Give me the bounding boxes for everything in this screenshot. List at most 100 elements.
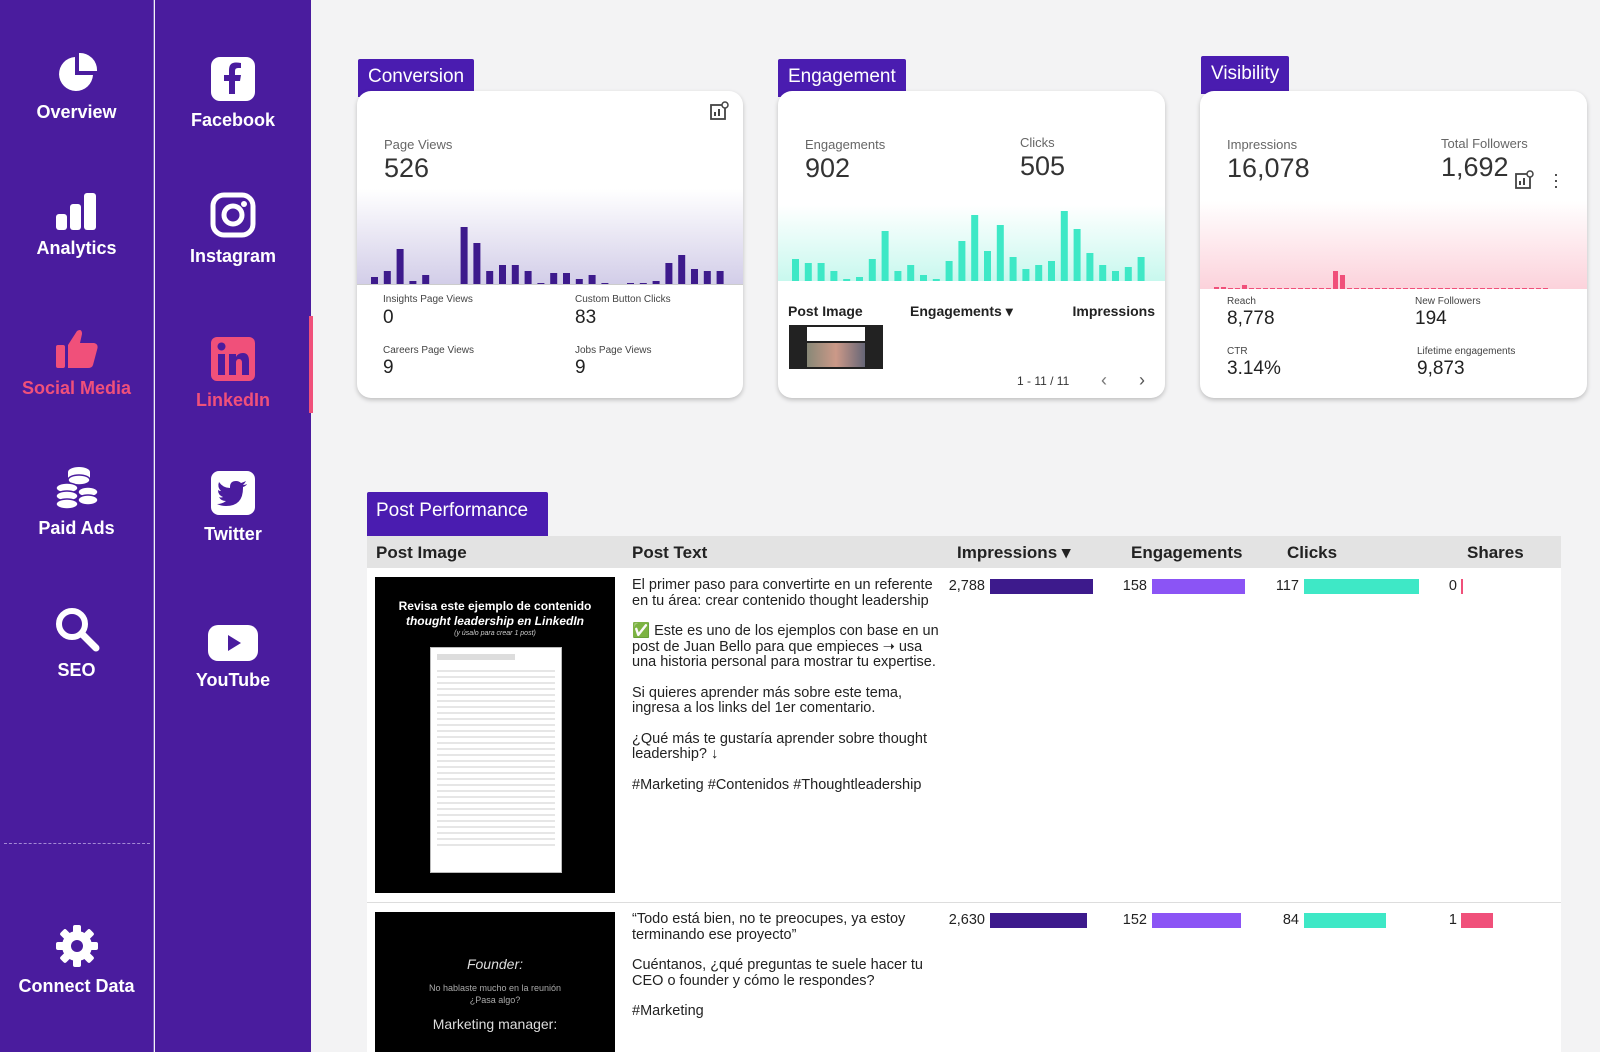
nav-youtube[interactable]: YouTube bbox=[155, 624, 311, 691]
chart-bar bbox=[1326, 288, 1331, 289]
chart-bar bbox=[1410, 288, 1415, 289]
chart-bar bbox=[396, 249, 404, 285]
th-post-text: Post Text bbox=[632, 543, 708, 562]
chart-bar bbox=[1235, 288, 1240, 289]
chart-bar bbox=[894, 271, 902, 281]
explore-chart-icon[interactable] bbox=[1514, 170, 1534, 190]
chart-bar bbox=[383, 271, 391, 285]
chart-bar bbox=[1459, 288, 1464, 289]
chart-bar bbox=[1035, 265, 1043, 281]
chart-bar bbox=[1214, 287, 1219, 289]
th-shares[interactable]: Shares bbox=[1467, 543, 1524, 562]
next-page-icon[interactable]: › bbox=[1139, 370, 1145, 390]
metric-label: CTR bbox=[1227, 346, 1248, 357]
chart-bar bbox=[1473, 288, 1478, 289]
page-views-value: 526 bbox=[384, 153, 430, 183]
more-options-icon[interactable]: · · · bbox=[1553, 164, 1559, 196]
col-impressions[interactable]: Impressions bbox=[1072, 303, 1155, 319]
twitter-icon bbox=[211, 471, 255, 515]
chart-bar bbox=[1445, 288, 1450, 289]
col-post-image: Post Image bbox=[788, 303, 863, 319]
shares-value: 0 bbox=[1448, 578, 1457, 594]
engagement-card: Engagements 902 Clicks 505 Post Image En… bbox=[778, 91, 1165, 398]
clicks-value: 505 bbox=[1020, 151, 1066, 181]
nav-connect-data[interactable]: Connect Data bbox=[0, 924, 153, 997]
chart-bar bbox=[716, 271, 724, 285]
chart-bar bbox=[563, 273, 570, 285]
chart-bar bbox=[920, 275, 927, 281]
impressions-value: 2,630 bbox=[948, 912, 985, 928]
nav-linkedin-label: LinkedIn bbox=[195, 390, 270, 410]
chart-bar bbox=[1340, 275, 1345, 289]
chart-bar bbox=[804, 263, 812, 281]
chart-bar bbox=[971, 215, 979, 281]
thumbs-up-icon bbox=[55, 330, 98, 368]
image-subtitle: Marketing manager: bbox=[432, 1016, 558, 1032]
chart-bar bbox=[1438, 288, 1443, 289]
chart-bar bbox=[1112, 271, 1119, 281]
nav-linkedin[interactable]: LinkedIn bbox=[155, 336, 311, 411]
nav-seo-label: SEO bbox=[57, 660, 96, 680]
metric-value: 9 bbox=[383, 357, 394, 378]
metric-value: 0 bbox=[383, 307, 394, 328]
coins-icon bbox=[54, 467, 99, 510]
impressions-bar bbox=[990, 579, 1093, 594]
nav-facebook-label: Facebook bbox=[190, 110, 276, 130]
table-body: Revisa este ejemplo de contenido thought… bbox=[367, 568, 1561, 1052]
col-engagements[interactable]: Engagements ▾ bbox=[910, 303, 1013, 319]
th-impressions[interactable]: Impressions ▾ bbox=[957, 543, 1071, 562]
chart-bar bbox=[1417, 288, 1422, 289]
secondary-nav: Facebook Instagram LinkedIn Twitter YouT… bbox=[155, 0, 311, 1052]
nav-instagram[interactable]: Instagram bbox=[155, 192, 311, 267]
chart-bar bbox=[1452, 288, 1457, 289]
chart-bar bbox=[1086, 253, 1094, 281]
engagements-value: 158 bbox=[1122, 578, 1147, 594]
explore-chart-icon[interactable] bbox=[709, 101, 729, 121]
nav-twitter[interactable]: Twitter bbox=[155, 470, 311, 545]
chart-bar bbox=[665, 263, 673, 285]
visibility-tab: Visibility bbox=[1201, 56, 1290, 94]
chart-bar bbox=[1242, 285, 1247, 289]
post-text: El primer paso para convertirte en un re… bbox=[632, 577, 939, 793]
image-caption: No hablaste mucho en la reunión ¿Pasa al… bbox=[428, 983, 562, 1005]
chart-bar bbox=[1249, 288, 1254, 289]
facebook-icon bbox=[211, 57, 255, 101]
row-separator bbox=[367, 902, 1561, 903]
post-image[interactable]: Revisa este ejemplo de contenido thought… bbox=[375, 577, 615, 893]
chart-bar bbox=[691, 269, 698, 285]
nav-facebook[interactable]: Facebook bbox=[155, 56, 311, 131]
chart-bar bbox=[1424, 288, 1429, 289]
metric-label: Custom Button Clicks bbox=[575, 294, 671, 305]
nav-seo[interactable]: SEO bbox=[0, 606, 153, 681]
pagination-text: 1 - 11 / 11 bbox=[1017, 374, 1070, 388]
chart-bar bbox=[1009, 257, 1017, 281]
chart-bar bbox=[1375, 288, 1380, 289]
post-image[interactable]: Founder: No hablaste mucho en la reunión… bbox=[375, 912, 615, 1052]
chart-bar bbox=[1354, 288, 1359, 289]
nav-paid-ads[interactable]: Paid Ads bbox=[0, 466, 153, 539]
th-clicks[interactable]: Clicks bbox=[1287, 543, 1338, 562]
chart-bar bbox=[550, 273, 558, 285]
chart-bar bbox=[1319, 288, 1324, 289]
nav-analytics[interactable]: Analytics bbox=[0, 192, 153, 259]
metric-value: 9 bbox=[575, 357, 586, 378]
chart-bar bbox=[1466, 288, 1471, 289]
linkedin-icon bbox=[211, 337, 255, 381]
search-icon bbox=[55, 608, 99, 652]
chart-bar bbox=[1403, 288, 1408, 289]
nav-instagram-label: Instagram bbox=[189, 246, 277, 266]
th-engagements[interactable]: Engagements bbox=[1131, 543, 1243, 562]
chart-bar bbox=[868, 259, 876, 281]
prev-page-icon[interactable]: ‹ bbox=[1101, 370, 1107, 390]
nav-social-media[interactable]: Social Media bbox=[0, 328, 153, 399]
chart-bar bbox=[984, 251, 991, 281]
chart-bar bbox=[1368, 288, 1373, 289]
nav-overview[interactable]: Overview bbox=[0, 52, 153, 123]
nav-connect-data-label: Connect Data bbox=[18, 976, 135, 996]
chart-bar bbox=[1529, 288, 1534, 289]
chart-bar bbox=[1256, 288, 1261, 289]
chart-bar bbox=[1333, 271, 1338, 289]
engagement-tab: Engagement bbox=[778, 59, 906, 97]
chart-bar bbox=[703, 271, 711, 285]
chart-bar bbox=[1270, 288, 1275, 289]
